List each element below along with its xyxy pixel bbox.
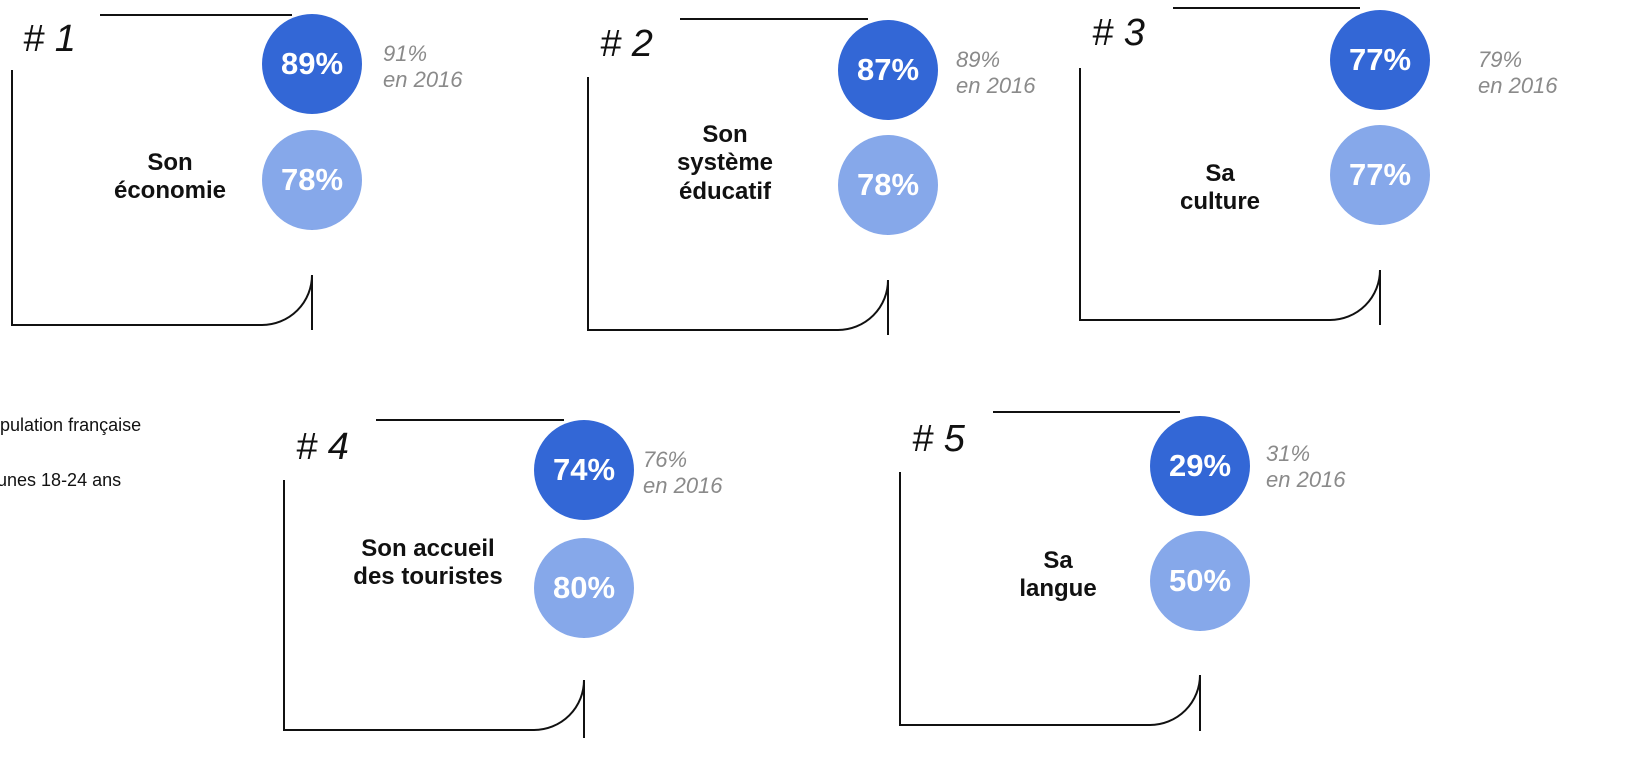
previous-year-value: 76% en 2016: [643, 447, 723, 499]
rank-label: # 5: [912, 418, 965, 460]
population-value-circle: 89%: [262, 14, 362, 114]
frame-bracket: [283, 480, 585, 738]
previous-year-value: 79% en 2016: [1478, 47, 1558, 99]
frame-bracket: [587, 77, 889, 335]
young-value-circle: 77%: [1330, 125, 1430, 225]
population-value-circle: 74%: [534, 420, 634, 520]
rank-label: # 3: [1092, 12, 1145, 54]
population-value-circle: 77%: [1330, 10, 1430, 110]
rank-label: # 4: [296, 426, 349, 468]
legend-young: Jeunes 18-24 ans: [0, 470, 122, 490]
previous-year-value: 91% en 2016: [383, 41, 463, 93]
rank-label: # 1: [23, 18, 76, 60]
frame-bracket: [1079, 68, 1381, 325]
population-value-circle: 87%: [838, 20, 938, 120]
category-label: Son système éducatif: [676, 121, 774, 205]
previous-year-value: 31% en 2016: [1266, 441, 1346, 493]
population-value-circle: 29%: [1150, 416, 1250, 516]
young-value-circle: 80%: [534, 538, 634, 638]
frame-bracket: [11, 70, 313, 330]
category-label: Sa culture: [1179, 160, 1260, 216]
legend-population: Population française: [0, 415, 142, 435]
previous-year-value: 89% en 2016: [956, 47, 1036, 99]
category-label: Son économie: [113, 149, 227, 205]
young-value-circle: 78%: [262, 130, 362, 230]
frame-bracket: [899, 472, 1201, 731]
young-value-circle: 50%: [1150, 531, 1250, 631]
category-label: Son accueil des touristes: [353, 535, 503, 591]
rank-label: # 2: [600, 23, 653, 65]
category-label: Sa langue: [1019, 547, 1097, 603]
young-value-circle: 78%: [838, 135, 938, 235]
